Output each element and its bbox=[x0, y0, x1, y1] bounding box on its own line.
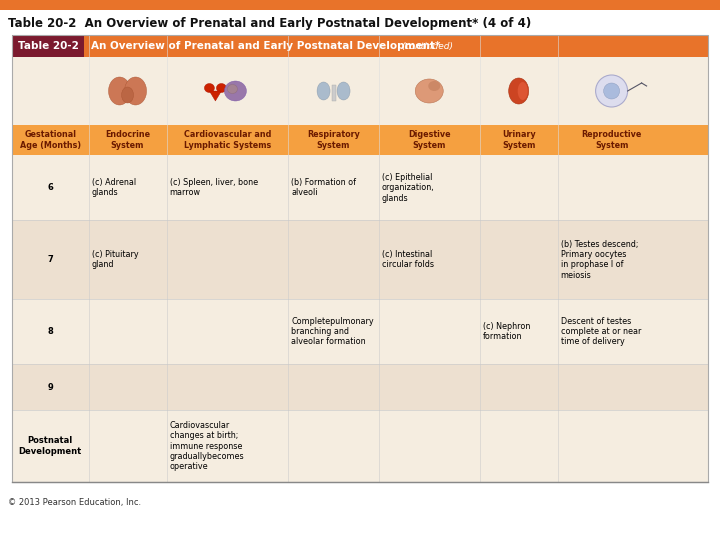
Text: Postnatal
Development: Postnatal Development bbox=[19, 436, 82, 456]
Text: Digestive
System: Digestive System bbox=[408, 130, 451, 150]
Text: Cardiovascular and
Lymphatic Systems: Cardiovascular and Lymphatic Systems bbox=[184, 130, 271, 150]
Polygon shape bbox=[210, 91, 222, 101]
Text: Reproductive
System: Reproductive System bbox=[582, 130, 642, 150]
Ellipse shape bbox=[122, 87, 133, 103]
Text: Cardiovascular
changes at birth;
immune response
graduallybecomes
operative: Cardiovascular changes at birth; immune … bbox=[169, 421, 244, 471]
Text: Descent of testes
complete at or near
time of delivery: Descent of testes complete at or near ti… bbox=[561, 316, 641, 347]
Bar bbox=[331, 85, 336, 101]
Text: 9: 9 bbox=[48, 383, 53, 391]
Text: (c) Adrenal
glands: (c) Adrenal glands bbox=[91, 178, 135, 198]
Bar bbox=[12, 364, 708, 410]
Bar bbox=[12, 410, 708, 482]
Circle shape bbox=[595, 75, 628, 107]
Ellipse shape bbox=[415, 79, 444, 103]
Bar bbox=[12, 57, 708, 125]
Ellipse shape bbox=[204, 84, 215, 92]
Ellipse shape bbox=[109, 77, 130, 105]
Text: (c) Spleen, liver, bone
marrow: (c) Spleen, liver, bone marrow bbox=[169, 178, 258, 198]
Text: Endocrine
System: Endocrine System bbox=[105, 130, 150, 150]
Text: (c) Intestinal
circular folds: (c) Intestinal circular folds bbox=[382, 250, 433, 269]
Text: 6: 6 bbox=[48, 183, 53, 192]
Text: (b) Testes descend;
Primary oocytes
in prophase I of
meiosis: (b) Testes descend; Primary oocytes in p… bbox=[561, 240, 638, 280]
Text: (c) Epithelial
organization,
glands: (c) Epithelial organization, glands bbox=[382, 173, 434, 202]
Text: Gestational
Age (Months): Gestational Age (Months) bbox=[19, 130, 81, 150]
Text: © 2013 Pearson Education, Inc.: © 2013 Pearson Education, Inc. bbox=[8, 498, 141, 507]
Text: Table 20-2  An Overview of Prenatal and Early Postnatal Development* (4 of 4): Table 20-2 An Overview of Prenatal and E… bbox=[8, 17, 531, 30]
Bar bbox=[12, 125, 708, 155]
Bar bbox=[12, 155, 708, 220]
Text: (continued): (continued) bbox=[401, 42, 453, 51]
Text: (c) Pituitary
gland: (c) Pituitary gland bbox=[91, 250, 138, 269]
Bar bbox=[12, 220, 708, 299]
Ellipse shape bbox=[509, 78, 528, 104]
Ellipse shape bbox=[317, 82, 330, 100]
Ellipse shape bbox=[217, 84, 226, 92]
Text: An Overview of Prenatal and Early Postnatal Development*: An Overview of Prenatal and Early Postna… bbox=[91, 41, 441, 51]
Ellipse shape bbox=[228, 84, 238, 93]
Bar bbox=[12, 299, 708, 364]
Text: Urinary
System: Urinary System bbox=[502, 130, 536, 150]
Text: Respiratory
System: Respiratory System bbox=[307, 130, 360, 150]
Ellipse shape bbox=[428, 81, 440, 91]
Bar bbox=[0, 0, 720, 10]
Bar bbox=[12, 35, 708, 57]
Ellipse shape bbox=[125, 77, 147, 105]
Ellipse shape bbox=[518, 82, 528, 100]
Bar bbox=[12, 35, 84, 57]
Bar bbox=[12, 35, 708, 482]
Text: 8: 8 bbox=[48, 327, 53, 336]
Circle shape bbox=[603, 83, 620, 99]
Text: Table 20-2: Table 20-2 bbox=[17, 41, 78, 51]
Ellipse shape bbox=[337, 82, 350, 100]
Text: 7: 7 bbox=[48, 255, 53, 264]
Ellipse shape bbox=[225, 81, 246, 101]
Text: (b) Formation of
alveoli: (b) Formation of alveoli bbox=[292, 178, 356, 198]
Text: (c) Nephron
formation: (c) Nephron formation bbox=[482, 322, 530, 341]
Text: Completepulmonary
branching and
alveolar formation: Completepulmonary branching and alveolar… bbox=[292, 316, 374, 347]
